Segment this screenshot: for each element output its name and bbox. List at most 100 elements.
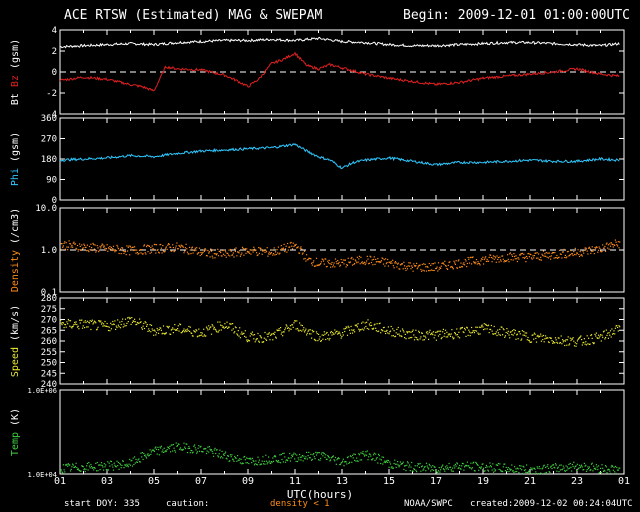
data-point-temp (507, 467, 509, 469)
data-point-speed (268, 332, 270, 334)
data-point-temp (498, 468, 500, 470)
data-point-temp (399, 461, 401, 463)
data-point-density (582, 250, 584, 252)
y-axis-label-part: (km/s) (10, 305, 21, 347)
data-point-temp (611, 464, 613, 467)
data-point-speed (378, 323, 380, 325)
data-point-temp (323, 452, 325, 454)
data-point-speed (371, 328, 373, 330)
data-point-temp (595, 464, 597, 466)
y-tick-label: 180 (41, 155, 57, 165)
data-point-density (559, 249, 561, 251)
data-point-speed (559, 342, 561, 344)
data-point-density (124, 251, 126, 253)
data-point-temp (265, 460, 268, 462)
data-point-density (479, 264, 481, 266)
data-point-speed (288, 330, 290, 332)
data-point-speed (332, 333, 334, 335)
data-point-density (222, 253, 225, 255)
data-point-speed (200, 332, 202, 334)
data-point-temp (121, 464, 123, 466)
data-point-temp (496, 464, 498, 466)
data-point-speed (153, 329, 155, 331)
data-point-density (301, 253, 303, 255)
data-point-speed (281, 331, 283, 333)
data-point-temp (93, 466, 95, 469)
data-point-temp (119, 464, 122, 466)
data-point-temp (556, 470, 558, 472)
data-point-temp (363, 453, 365, 455)
data-point-density (315, 257, 318, 259)
data-point-speed (548, 341, 550, 344)
data-point-speed (488, 332, 490, 334)
data-point-temp (356, 457, 358, 459)
data-point-speed (174, 329, 177, 331)
data-point-speed (155, 334, 157, 336)
data-point-density (97, 247, 99, 249)
data-point-speed (478, 333, 480, 335)
data-point-temp (446, 465, 448, 467)
data-point-speed (397, 333, 399, 335)
data-point-density (535, 257, 538, 259)
data-point-density (509, 252, 511, 254)
data-point-temp (304, 458, 306, 460)
data-point-density (250, 253, 252, 255)
data-point-density (93, 248, 95, 250)
data-point-speed (116, 326, 118, 329)
data-point-temp (320, 457, 322, 459)
data-point-temp (250, 458, 252, 460)
data-point-temp (316, 452, 318, 454)
data-point-density (420, 268, 422, 271)
data-point-density (87, 249, 89, 251)
data-point-speed (136, 323, 138, 325)
data-point-speed (175, 328, 177, 331)
data-point-temp (84, 471, 86, 473)
data-point-temp (324, 456, 326, 458)
data-point-temp (374, 459, 376, 461)
data-point-temp (282, 452, 284, 455)
data-point-temp (220, 455, 222, 458)
data-point-speed (117, 319, 119, 321)
data-point-temp (382, 463, 384, 465)
data-point-temp (153, 450, 155, 452)
data-point-density (394, 261, 397, 263)
data-point-temp (545, 471, 547, 474)
data-point-speed (300, 324, 302, 326)
data-point-temp (165, 450, 167, 452)
data-point-density (380, 261, 382, 263)
data-point-speed (491, 330, 493, 332)
data-point-temp (361, 459, 363, 461)
data-point-density (486, 258, 488, 260)
data-point-speed (258, 341, 260, 343)
data-point-speed (481, 324, 483, 326)
data-point-speed (284, 329, 286, 331)
data-point-speed (422, 339, 424, 341)
y-tick-label: 270 (41, 316, 57, 326)
data-point-density (129, 254, 131, 256)
data-point-temp (357, 460, 359, 462)
data-point-temp (548, 471, 550, 473)
data-point-speed (509, 331, 511, 333)
data-point-density (201, 252, 203, 254)
data-point-density (289, 246, 291, 248)
data-point-temp (268, 460, 270, 462)
data-point-temp (454, 463, 456, 466)
data-point-density (427, 266, 429, 268)
data-point-temp (155, 448, 158, 450)
data-point-temp (578, 464, 581, 466)
data-point-speed (320, 340, 322, 342)
data-point-temp (128, 463, 130, 465)
data-point-temp (463, 469, 465, 471)
data-point-speed (317, 340, 319, 342)
data-point-temp (514, 471, 516, 473)
data-point-density (365, 262, 367, 264)
data-point-density (267, 255, 269, 257)
data-point-density (554, 252, 556, 254)
data-point-density (351, 256, 353, 259)
data-point-speed (325, 332, 327, 334)
data-point-temp (603, 469, 605, 471)
data-point-temp (76, 467, 78, 469)
data-point-temp (182, 448, 184, 450)
data-point-density (308, 257, 310, 259)
data-point-speed (559, 342, 561, 344)
